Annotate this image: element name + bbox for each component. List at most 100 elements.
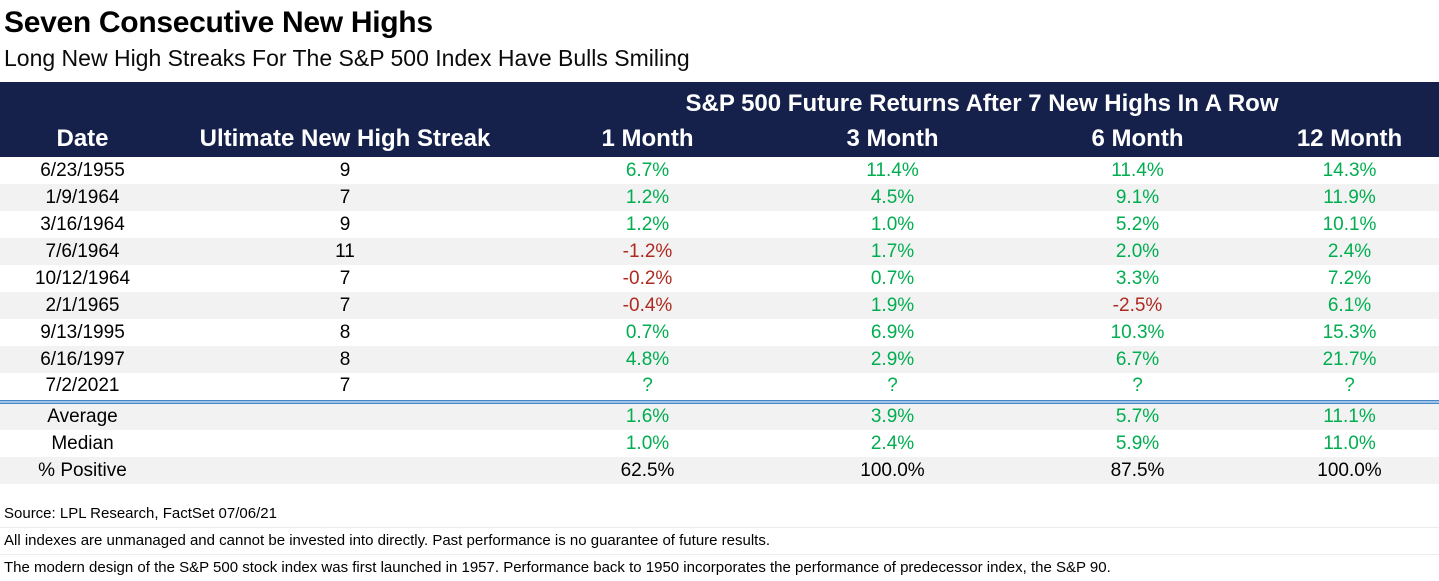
summary-value: 11.0% [1323, 432, 1376, 454]
streak-cell: 8 [339, 321, 351, 343]
return-cell: -0.4% [525, 292, 770, 319]
return-cell: 21.7% [1260, 346, 1439, 373]
return-cell: 11.9% [1260, 184, 1439, 211]
footer-notes: Source: LPL Research, FactSet 07/06/21 A… [0, 501, 1439, 581]
date-cell: 3/16/1964 [40, 213, 125, 235]
return-cell: 9.1% [1015, 184, 1260, 211]
date-cell: 6/16/1997 [0, 346, 165, 373]
summary-value: 87.5% [1015, 457, 1260, 484]
return-cell: 0.7% [625, 321, 670, 343]
streak-cell: 11 [165, 238, 525, 265]
table-row: 3/16/1964 9 1.2% 1.0% 5.2% 10.1% [0, 211, 1439, 238]
date-cell: 2/1/1965 [0, 292, 165, 319]
return-cell: 1.0% [870, 213, 915, 235]
source-note: Source: LPL Research, FactSet 07/06/21 [0, 501, 1439, 528]
return-cell: 7.2% [1327, 267, 1372, 289]
table-row: 6/16/1997 8 4.8% 2.9% 6.7% 21.7% [0, 346, 1439, 373]
return-cell: 6.7% [625, 159, 670, 181]
summary-spacer [165, 403, 525, 430]
streak-cell: 9 [339, 159, 351, 181]
streak-cell: 7 [165, 184, 525, 211]
summary-value: 1.6% [525, 403, 770, 430]
summary-row: Average 1.6% 3.9% 5.7% 11.1% [0, 403, 1439, 430]
group-header-row: S&P 500 Future Returns After 7 New Highs… [0, 82, 1439, 120]
returns-table: S&P 500 Future Returns After 7 New Highs… [0, 82, 1439, 484]
column-header-1: Ultimate New High Streak [165, 120, 525, 157]
return-cell: 6.7% [1015, 346, 1260, 373]
streak-cell: 7 [339, 267, 351, 289]
return-cell: ? [642, 375, 653, 397]
return-cell: 5.2% [1115, 213, 1160, 235]
column-header-3: 3 Month [770, 120, 1015, 157]
return-cell: 11.4% [1111, 159, 1164, 181]
column-header-0: Date [0, 120, 165, 157]
return-cell: 1.9% [770, 292, 1015, 319]
group-header-title: S&P 500 Future Returns After 7 New Highs… [525, 82, 1439, 120]
streak-cell: 8 [165, 346, 525, 373]
table-header: S&P 500 Future Returns After 7 New Highs… [0, 82, 1439, 157]
return-cell: 11.4% [866, 159, 919, 181]
return-cell: -0.2% [622, 267, 673, 289]
group-header-spacer [0, 82, 525, 120]
disclaimer-note: All indexes are unmanaged and cannot be … [0, 528, 1439, 555]
summary-label: Average [0, 403, 165, 430]
summary-value: 1.0% [625, 432, 670, 454]
summary-value: 5.9% [1115, 432, 1160, 454]
summary-row: Median 1.0% 2.4% 5.9% 11.0% [0, 430, 1439, 457]
page-title: Seven Consecutive New Highs [4, 6, 433, 39]
table-row: 9/13/1995 8 0.7% 6.9% 10.3% 15.3% [0, 319, 1439, 346]
column-header-row: Date Ultimate New High Streak 1 Month 3 Mon… [0, 120, 1439, 157]
return-cell: 2.4% [1260, 238, 1439, 265]
return-cell: 10.3% [1110, 321, 1165, 343]
return-cell: 1.2% [625, 213, 670, 235]
streak-cell: 9 [339, 213, 351, 235]
return-cell: 6.9% [870, 321, 915, 343]
return-cell: 15.3% [1322, 321, 1377, 343]
table-body: 6/23/1955 9 6.7% 11.4% 11.4% 14.3% 1/9/1964 7 1.… [0, 157, 1439, 484]
table-row: 10/12/1964 7 -0.2% 0.7% 3.3% 7.2% [0, 265, 1439, 292]
return-cell: 1.2% [525, 184, 770, 211]
summary-value: 5.7% [1015, 403, 1260, 430]
summary-value: 100.0% [1260, 457, 1439, 484]
return-cell: 3.3% [1115, 267, 1160, 289]
return-cell: 0.7% [870, 267, 915, 289]
return-cell: 10.1% [1322, 213, 1377, 235]
date-cell: 7/6/1964 [0, 238, 165, 265]
return-cell: 4.5% [770, 184, 1015, 211]
return-cell: 2.0% [1015, 238, 1260, 265]
page-subtitle: Long New High Streaks For The S&P 500 In… [4, 45, 690, 71]
date-cell: 9/13/1995 [40, 321, 125, 343]
return-cell: 6.1% [1260, 292, 1439, 319]
table-row: 1/9/1964 7 1.2% 4.5% 9.1% 11.9% [0, 184, 1439, 211]
return-cell: ? [1132, 375, 1143, 397]
return-cell: -2.5% [1015, 292, 1260, 319]
return-cell: 2.9% [770, 346, 1015, 373]
streak-cell: 7 [339, 375, 351, 397]
summary-value: 11.1% [1260, 403, 1439, 430]
summary-divider-line [0, 399, 1439, 404]
summary-label: Median [51, 432, 114, 454]
return-cell: 1.7% [770, 238, 1015, 265]
date-cell: 6/23/1955 [40, 159, 125, 181]
summary-value: 2.4% [870, 432, 915, 454]
column-header-2: 1 Month [525, 120, 770, 157]
return-cell: -1.2% [525, 238, 770, 265]
date-cell: 7/2/2021 [45, 375, 120, 397]
table-row: 7/2/2021 7???? [0, 373, 1439, 400]
streak-cell: 7 [165, 292, 525, 319]
summary-label: % Positive [0, 457, 165, 484]
summary-spacer [165, 430, 525, 457]
history-note: The modern design of the S&P 500 stock i… [4, 559, 1111, 576]
summary-spacer [165, 457, 525, 484]
column-header-5: 12 Month [1260, 120, 1439, 157]
table-row: 2/1/1965 7 -0.4% 1.9% -2.5% 6.1% [0, 292, 1439, 319]
summary-value: 100.0% [770, 457, 1015, 484]
table-row: 6/23/1955 9 6.7% 11.4% 11.4% 14.3% [0, 157, 1439, 184]
summary-row: % Positive 62.5% 100.0% 87.5% 100.0% [0, 457, 1439, 484]
summary-value: 3.9% [770, 403, 1015, 430]
summary-divider [0, 399, 1439, 404]
return-cell: 14.3% [1322, 159, 1377, 181]
return-cell: ? [887, 375, 898, 397]
date-cell: 10/12/1964 [34, 267, 131, 289]
